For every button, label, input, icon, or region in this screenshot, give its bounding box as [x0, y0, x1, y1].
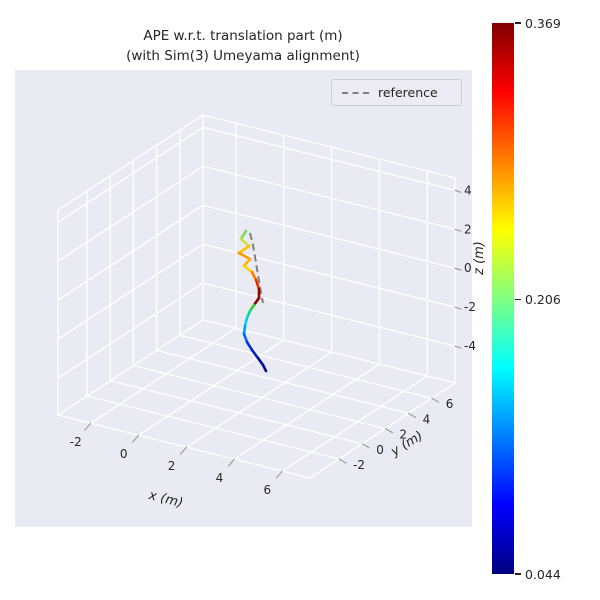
- grid-line-y: [155, 349, 410, 415]
- colorbar-tick-mark: [515, 22, 521, 24]
- y-tick-mark: [408, 412, 417, 418]
- estimate-trajectory-segment: [242, 332, 249, 344]
- reference-trajectory: [249, 232, 264, 304]
- estimate-trajectory-segment: [242, 324, 247, 336]
- colorbar-tick-mark: [515, 298, 521, 301]
- x-tick-mark: [275, 470, 283, 479]
- grid-line-x: [185, 351, 333, 448]
- grid-line-z: [57, 282, 204, 379]
- chart-title-line1: APE w.r.t. translation part (m): [143, 28, 343, 44]
- y-tick-mark: [361, 443, 370, 449]
- x-tick-label: 0: [120, 447, 128, 461]
- grid-line-x: [281, 375, 428, 472]
- chart-title-line2: (with Sim(3) Umeyama alignment): [126, 48, 360, 65]
- x-tick-mark: [179, 446, 188, 455]
- z-tick-mark: [454, 345, 462, 349]
- colorbar-tick: 0.044: [515, 566, 561, 582]
- colorbar: [492, 23, 514, 574]
- estimate-trajectory-segment: [245, 340, 254, 352]
- estimate-trajectory-segment: [242, 257, 252, 268]
- grid-line-z: [57, 243, 204, 340]
- grid-line-z: [57, 165, 204, 262]
- pane-edge: [202, 114, 456, 179]
- grid-line-x: [233, 363, 381, 460]
- estimate-trajectory-segment: [256, 356, 265, 367]
- y-tick-label: 0: [376, 443, 384, 457]
- grid-line-z: [202, 126, 456, 191]
- estimate-trajectory-segment: [261, 363, 268, 373]
- estimate-trajectory-segment: [243, 316, 249, 328]
- grid-line-x: [137, 339, 285, 436]
- x-tick-mark: [132, 434, 140, 443]
- estimate-trajectory-segment: [250, 270, 258, 282]
- y-tick-mark: [431, 397, 440, 403]
- estimate-trajectory-segment: [242, 264, 254, 274]
- estimate-trajectory-segment: [254, 278, 261, 291]
- pane-edge: [57, 414, 311, 479]
- x-tick-label: 4: [216, 471, 224, 485]
- y-tick-label: 6: [446, 397, 454, 411]
- pane-edge: [57, 114, 204, 211]
- estimate-trajectory-segment: [250, 348, 260, 360]
- y-tick-label: -2: [353, 458, 365, 472]
- legend-label-reference: reference: [378, 85, 438, 100]
- pane-edge: [309, 382, 456, 479]
- z-tick-label: -4: [464, 339, 476, 353]
- colorbar-tick-label: 0.369: [525, 15, 561, 31]
- colorbar-tick-label: 0.206: [525, 291, 561, 307]
- z-tick-mark: [454, 189, 462, 193]
- legend: reference: [331, 79, 462, 106]
- y-tick-mark: [384, 428, 393, 434]
- x-tick-label: 2: [168, 459, 176, 473]
- x-tick-mark: [227, 458, 235, 467]
- y-tick-mark: [338, 458, 347, 464]
- estimate-trajectory-segment: [252, 296, 261, 307]
- estimate-trajectory-segment: [239, 229, 248, 241]
- estimate-trajectory-segment: [237, 244, 251, 255]
- z-tick-label: 2: [464, 222, 472, 236]
- x-tick-label: 6: [263, 483, 271, 497]
- z-tick-mark: [454, 306, 462, 310]
- grid-line-y: [179, 334, 433, 399]
- x-tick-label: -2: [70, 435, 82, 449]
- grid-line-z: [202, 204, 456, 269]
- grid-line-z: [202, 282, 456, 347]
- grid-line-z: [57, 204, 204, 301]
- plot-panel: [15, 70, 472, 527]
- z-tick-mark: [454, 228, 462, 232]
- chart-title: APE w.r.t. translation part (m) (with Si…: [0, 26, 486, 67]
- grid-line-z: [202, 243, 456, 308]
- reference-dashed-line-sample: [342, 91, 369, 94]
- grid-line-x: [90, 327, 237, 424]
- colorbar-tick-label: 0.044: [525, 566, 561, 582]
- grid-line-y: [132, 364, 387, 430]
- estimate-trajectory-segment: [237, 251, 252, 261]
- colorbar-tick: 0.369: [515, 15, 561, 31]
- z-tick-label: -2: [464, 300, 476, 314]
- z-axis-label: z (m): [472, 241, 487, 276]
- x-tick-mark: [84, 422, 92, 431]
- grid-line-z: [57, 126, 204, 223]
- z-tick-label: 0: [464, 261, 472, 275]
- z-tick-mark: [454, 267, 462, 271]
- estimate-trajectory-segment: [239, 237, 251, 248]
- grid-line-z: [202, 165, 456, 230]
- colorbar-tick-mark: [515, 573, 521, 575]
- colorbar-tick: 0.206: [515, 291, 561, 307]
- y-tick-label: 4: [423, 412, 431, 426]
- z-tick-label: 4: [464, 183, 472, 197]
- grid-line-y: [86, 395, 340, 460]
- pane-edge: [57, 319, 204, 416]
- y-tick-label: 2: [399, 428, 407, 442]
- grid-line-y: [109, 380, 363, 445]
